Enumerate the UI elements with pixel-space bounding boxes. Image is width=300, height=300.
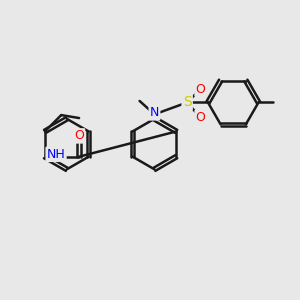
Text: O: O <box>196 111 206 124</box>
Text: O: O <box>74 129 84 142</box>
Text: NH: NH <box>47 148 65 161</box>
Text: N: N <box>150 106 159 119</box>
Text: S: S <box>183 95 191 110</box>
Text: O: O <box>196 82 206 96</box>
